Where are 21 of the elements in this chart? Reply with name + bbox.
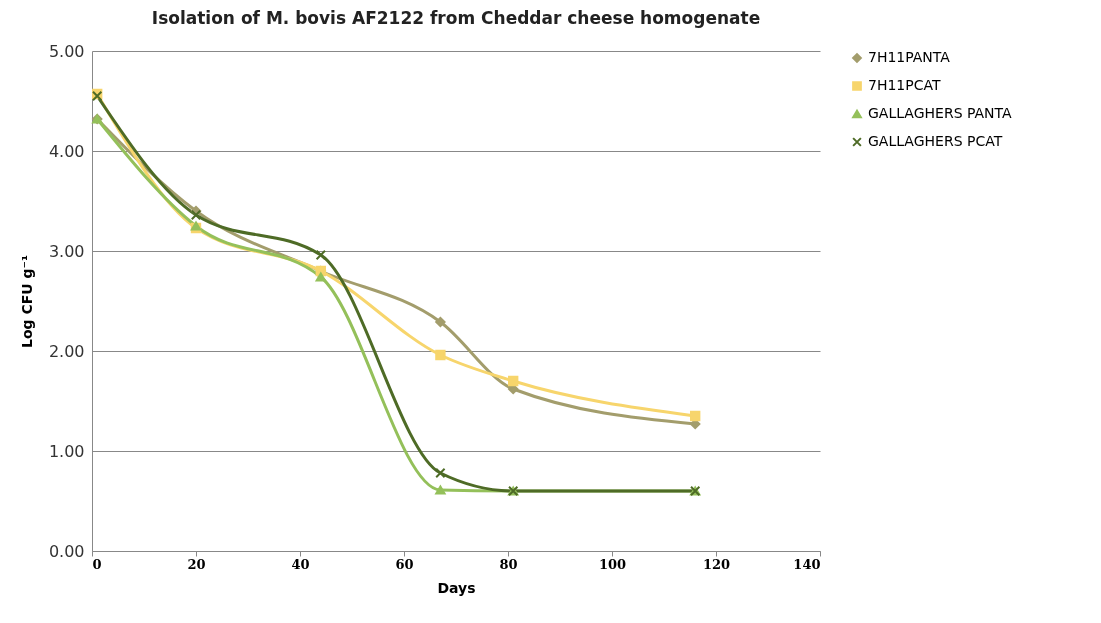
y-tick-label: 5.00 <box>48 41 85 61</box>
legend-label: 7H11PCAT <box>868 77 941 93</box>
x-tick-label: 140 <box>793 556 821 572</box>
x-tick-label: 120 <box>702 556 731 572</box>
x-tick-label: 100 <box>598 556 627 572</box>
y-axis-title: Log CFU g⁻¹ <box>18 254 35 349</box>
legend-label: GALLAGHERS PCAT <box>868 133 1003 149</box>
legend-label: 7H11PANTA <box>868 49 951 65</box>
y-tick-label: 4.00 <box>48 141 85 161</box>
y-tick-label: 1.00 <box>48 441 85 461</box>
x-tick-label: 40 <box>291 556 310 572</box>
x-tick-label: 20 <box>187 556 206 572</box>
y-tick-label: 0.00 <box>48 541 85 561</box>
x-tick-label: 0 <box>92 556 102 572</box>
x-tick-label: 60 <box>395 556 414 572</box>
legend-label: GALLAGHERS PANTA <box>868 105 1013 121</box>
y-tick-label: 2.00 <box>48 341 85 361</box>
chart-title: Isolation of M. bovis AF2122 from Cheddar cheese homogenate <box>151 8 761 28</box>
y-tick-label: 3.00 <box>48 241 85 261</box>
x-axis-title: Days <box>437 579 476 596</box>
x-tick-label: 80 <box>499 556 518 572</box>
